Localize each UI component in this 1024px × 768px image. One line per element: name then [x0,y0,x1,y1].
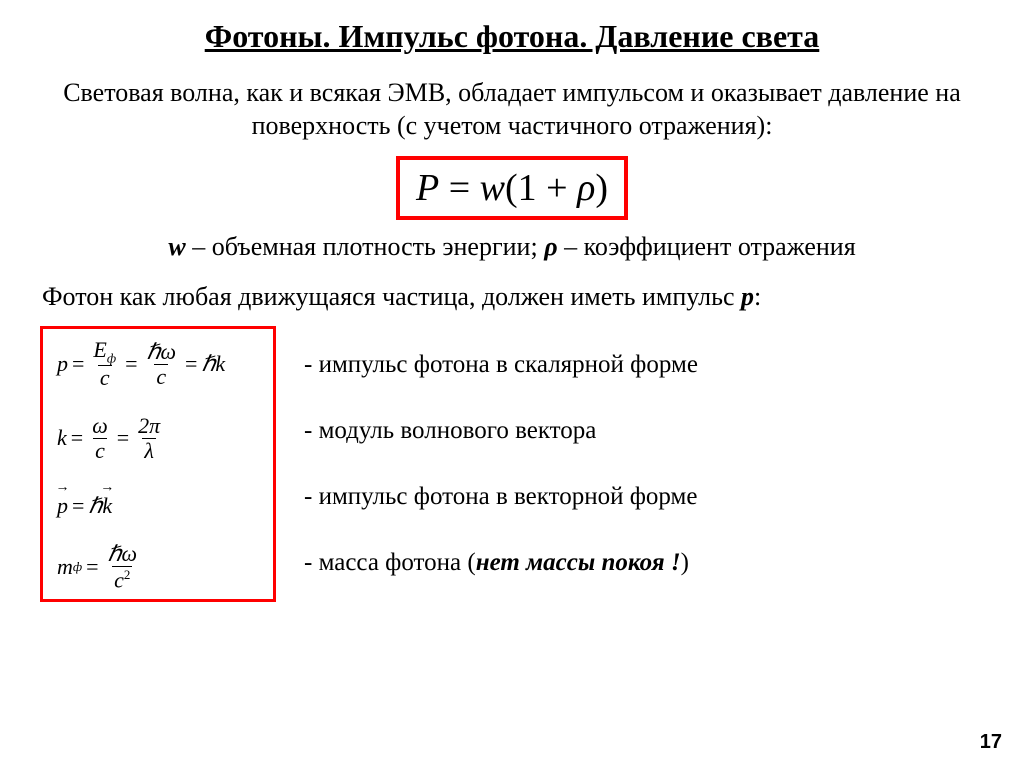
f1-c1: c [98,365,112,389]
lower-section: p = Eф c = ℏω c = ℏk k = ω c = 2π [40,326,984,602]
f4-sub: ф [73,560,82,573]
f1-hbar: ℏ [147,339,161,364]
page-number: 17 [980,731,1002,754]
formula-mass: mф = ℏω c2 [57,543,259,591]
f1-E-sub: ф [107,350,116,365]
definitions-list: - импульс фотона в скалярной форме - мод… [304,326,698,602]
f4-m: m [57,556,73,578]
f1-p: p [57,353,68,375]
f4-hbar: ℏ [108,541,122,566]
def-2: - модуль волнового вектора [304,416,698,446]
f2-2pi: 2π [136,415,162,438]
page-title: Фотоны. Импульс фотона. Давление света [40,18,984,55]
var-w: w [480,167,505,209]
legend-line: w – объемная плотность энергии; ρ – коэф… [40,232,984,262]
plus: + [537,167,577,209]
paren-open: (1 [505,167,537,209]
def-4-post: ) [681,549,689,576]
f1-c2: c [154,364,168,388]
f3-k-vec: k [102,495,112,517]
formula-p-vector: p = ℏk [57,487,259,517]
f1-omega: ω [160,339,176,364]
f4-sq: 2 [124,567,131,582]
f2-lambda: λ [142,438,156,462]
var-rho: ρ [577,167,595,209]
equals: = [439,167,479,209]
legend-rho-text: – коэффициент отражения [558,232,856,261]
var-P: P [416,167,439,209]
f4-c: c [114,567,124,592]
f2-c: c [93,438,107,462]
impulse-intro-pre: Фотон как любая движущаяся частица, долж… [42,282,741,311]
f4-omega: ω [122,541,138,566]
f3-hbar: ℏ [88,495,102,517]
def-4-emph: нет массы покоя ! [476,549,681,576]
def-1: - импульс фотона в скалярной форме [304,350,698,380]
def-4-pre: - масса фотона ( [304,549,476,576]
legend-w-text: – объемная плотность энергии; [186,232,545,261]
f1-E: E [93,337,106,362]
impulse-intro-post: : [754,282,761,311]
formula-p-scalar: p = Eф c = ℏω c = ℏk [57,339,259,389]
f3-p-vec: p [57,495,68,517]
main-formula: P = w(1 + ρ) [396,156,628,220]
f2-omega: ω [90,415,110,438]
formula-k: k = ω c = 2π λ [57,415,259,462]
impulse-intro: Фотон как любая движущаяся частица, долж… [40,282,984,312]
legend-w: w [168,232,185,261]
f1-hbark: ℏk [201,353,225,375]
legend-rho: ρ [544,232,557,261]
f2-k: k [57,427,67,449]
formula-box: p = Eф c = ℏω c = ℏk k = ω c = 2π [40,326,276,602]
var-p: p [741,282,754,311]
def-3: - импульс фотона в векторной форме [304,482,698,512]
def-4: - масса фотона (нет массы покоя !) [304,548,698,578]
paren-close: ) [595,167,608,209]
intro-text: Световая волна, как и всякая ЭМВ, облада… [40,77,984,142]
main-formula-container: P = w(1 + ρ) [40,156,984,220]
